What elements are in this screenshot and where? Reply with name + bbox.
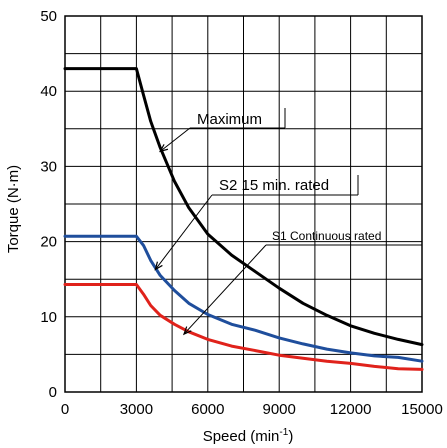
y-tick-label: 30 [40,158,57,175]
x-axis-label-main: Speed (min [203,428,280,445]
y-tick-label: 20 [40,234,57,251]
x-tick-label: 12000 [330,401,372,418]
y-tick-label: 40 [40,83,57,100]
grid [64,15,423,393]
x-tick-label: 9000 [263,401,296,418]
annotation-label: S1 Continuous rated [272,229,381,243]
annotation-1: S2 15 min. rated [154,175,359,271]
annotation-leader-line [155,194,213,270]
annotation-0: Maximum [158,108,286,153]
series-line-s1-continuous [63,283,424,371]
x-axis-label: Speed (min-1) [203,427,294,445]
annotation-arrowhead [158,144,169,153]
annotation-arrowhead [182,326,192,336]
y-axis-label: Torque (N·m) [5,165,22,253]
y-tick-label: 50 [40,8,57,25]
plot-frame [64,15,423,393]
series-line-s2-15min [63,234,424,363]
x-tick-label: 6000 [191,401,224,418]
x-tick-label: 0 [61,401,69,418]
y-tick-label: 0 [49,384,57,401]
annotation-label: S2 15 min. rated [219,177,329,194]
annotation-leader-line [183,244,267,335]
tick-labels: 0 3000 6000 9000 12000 15000 0 10 20 30 40 50 [40,8,443,418]
x-axis-label-exponent: -1 [279,427,288,438]
series-line-maximum [63,67,424,347]
annotation-arrowhead [154,261,163,271]
annotations: Maximum S2 15 min. rated S1 Continuous rat… [154,108,423,336]
annotation-label: Maximum [197,111,262,128]
series-lines [63,67,424,371]
annotation-leader-line [159,127,191,152]
y-tick-label: 10 [40,309,57,326]
annotation-2: S1 Continuous rated [182,228,423,336]
x-tick-label: 3000 [120,401,153,418]
x-axis-label-close: ) [288,428,293,445]
x-tick-label: 15000 [401,401,443,418]
